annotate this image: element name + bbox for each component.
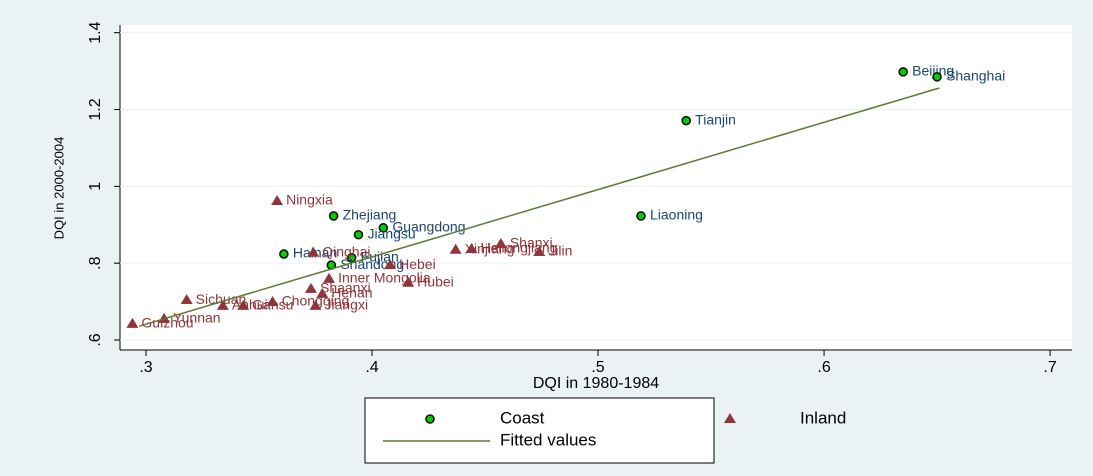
legend <box>364 397 715 464</box>
x-tick-label: .7 <box>1043 359 1056 376</box>
point-label: Hubei <box>417 273 454 289</box>
point <box>266 295 279 306</box>
point-label: Guangdong <box>392 219 465 235</box>
point-label: Hebei <box>399 256 436 272</box>
point <box>378 223 389 233</box>
point <box>449 243 462 254</box>
point-label: Ningxia <box>286 192 333 208</box>
point <box>353 229 364 240</box>
point <box>402 276 415 287</box>
point <box>271 194 284 205</box>
point <box>681 115 691 126</box>
x-tick-label: .6 <box>817 359 830 376</box>
point-label: Jilin <box>548 243 572 259</box>
point-label: Zhejiang <box>343 207 397 223</box>
point-label: Jiangsu <box>367 225 415 241</box>
point-label: Beijing <box>912 63 954 79</box>
point-label: Qinghai <box>322 244 370 260</box>
point-label: Tianjin <box>695 111 736 127</box>
point <box>307 246 320 257</box>
y-axis-title: DQI in 2000-2004 <box>51 137 66 240</box>
point <box>533 246 546 257</box>
point <box>126 317 139 328</box>
point-label: Henan <box>331 285 372 301</box>
legend-label: Inland <box>800 408 846 427</box>
point-label: Shaanxi <box>320 280 371 296</box>
point-label: Guizhou <box>141 315 193 331</box>
point <box>346 253 357 263</box>
point <box>304 282 317 293</box>
y-tick-label: .8 <box>87 256 104 269</box>
fitted-line <box>138 87 940 327</box>
point-label: Liaoning <box>650 207 703 223</box>
point <box>932 72 942 82</box>
point <box>328 211 339 221</box>
point-label: Shanxi <box>510 235 553 251</box>
point <box>316 287 329 298</box>
point <box>237 299 250 310</box>
point-label: Shanghai <box>946 68 1005 84</box>
y-tick-label: 1.2 <box>87 98 104 120</box>
point <box>494 237 507 248</box>
point <box>384 259 397 270</box>
point-label: Sichuan <box>196 291 247 307</box>
point <box>898 67 908 77</box>
legend-swatch <box>724 413 736 423</box>
plot-area <box>120 25 1072 350</box>
point <box>216 299 229 310</box>
point <box>279 249 289 259</box>
point <box>465 242 478 253</box>
point <box>180 294 193 305</box>
x-axis-title: DQI in 1980-1984 <box>533 375 659 392</box>
x-tick-label: .4 <box>365 359 378 376</box>
point-label: Yunnan <box>173 310 221 326</box>
point <box>323 272 336 283</box>
legend-label: Coast <box>500 408 545 427</box>
point-label: Jiangxi <box>325 297 369 313</box>
point <box>636 211 646 221</box>
x-tick-label: .5 <box>591 359 604 376</box>
legend-label: Fitted values <box>500 430 596 449</box>
y-tick-label: 1 <box>87 182 104 191</box>
point-label: Gansu <box>252 297 293 313</box>
x-tick-label: .3 <box>139 359 152 376</box>
y-tick-label: 1.4 <box>87 21 104 43</box>
legend-swatch <box>425 414 435 424</box>
point <box>309 299 322 310</box>
y-tick-label: .6 <box>87 333 104 346</box>
